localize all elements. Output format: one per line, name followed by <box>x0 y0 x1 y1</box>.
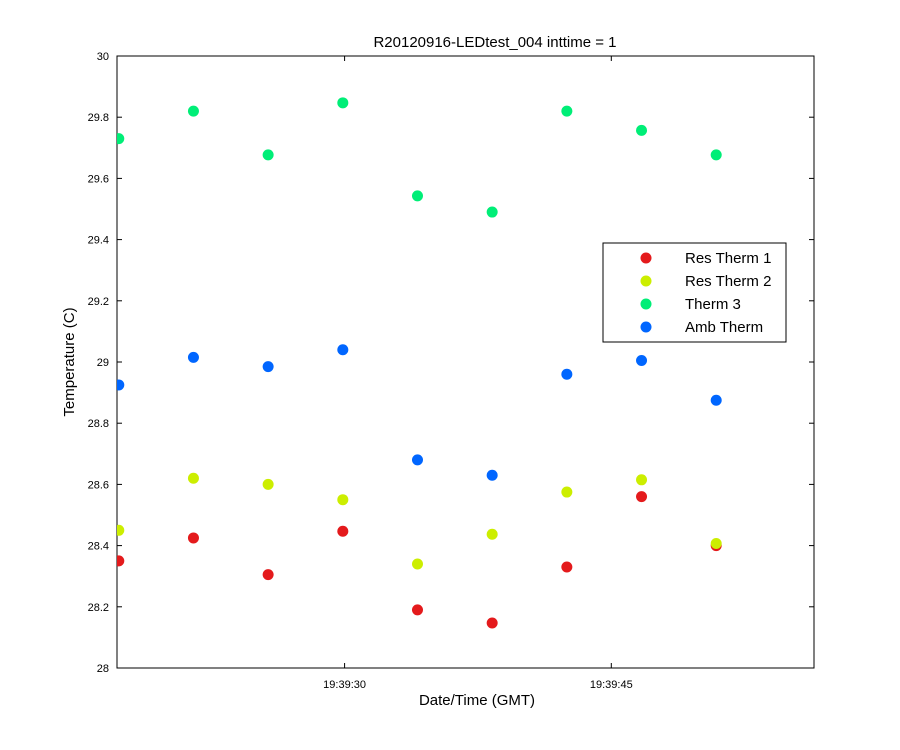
data-point-res-therm-2 <box>636 474 648 486</box>
plot-area <box>116 55 815 669</box>
data-point-res-therm-1 <box>561 561 573 573</box>
legend-label-therm-3: Therm 3 <box>685 296 741 313</box>
data-point-res-therm-2 <box>561 486 573 498</box>
data-point-res-therm-1 <box>337 525 349 537</box>
data-point-amb-therm <box>337 344 349 356</box>
data-point-res-therm-2 <box>187 472 199 484</box>
data-point-res-therm-2 <box>486 528 498 540</box>
y-tick-label: 28.4 <box>88 541 109 553</box>
legend-label-res-therm-2: Res Therm 2 <box>685 273 771 290</box>
data-point-therm-3 <box>561 105 573 117</box>
y-tick-label: 29.8 <box>88 112 109 124</box>
y-tick-label: 28.2 <box>88 602 109 614</box>
data-point-therm-3 <box>262 149 274 161</box>
data-point-amb-therm <box>636 354 648 366</box>
data-point-res-therm-1 <box>187 532 199 544</box>
data-point-therm-3 <box>117 133 125 145</box>
data-point-res-therm-1 <box>117 555 125 567</box>
data-point-res-therm-1 <box>486 617 498 629</box>
data-point-amb-therm <box>486 469 498 481</box>
data-point-amb-therm <box>187 351 199 363</box>
data-point-amb-therm <box>117 379 125 391</box>
data-point-therm-3 <box>636 124 648 136</box>
x-axis-label: Date/Time (GMT) <box>419 692 535 709</box>
y-tick-label: 29 <box>97 357 109 369</box>
data-point-therm-3 <box>187 105 199 117</box>
y-tick-label: 29.6 <box>88 173 109 185</box>
data-point-therm-3 <box>337 97 349 109</box>
data-point-res-therm-2 <box>262 478 274 490</box>
data-point-res-therm-2 <box>411 558 423 570</box>
data-point-res-therm-1 <box>262 569 274 581</box>
y-tick-label: 28.6 <box>88 479 109 491</box>
y-tick-label: 28 <box>97 663 109 675</box>
data-point-therm-3 <box>486 206 498 218</box>
data-point-amb-therm <box>262 361 274 373</box>
legend-box <box>602 242 787 343</box>
data-point-therm-3 <box>411 190 423 202</box>
data-point-res-therm-1 <box>636 491 648 503</box>
chart-title: R20120916-LEDtest_004 inttime = 1 <box>373 34 616 51</box>
axis-ticks: 28 28.2 28.4 28.6 28.8 29 29.2 29.4 29.6 29.8 30 19… <box>88 51 814 691</box>
legend-marker-res-therm-2 <box>640 275 652 287</box>
data-point-res-therm-2 <box>337 494 349 506</box>
data-points <box>117 97 722 629</box>
x-tick-label: 19:39:30 <box>323 679 366 691</box>
legend-label-res-therm-1: Res Therm 1 <box>685 250 771 267</box>
data-point-res-therm-2 <box>710 537 722 549</box>
data-point-res-therm-2 <box>117 524 125 536</box>
x-tick-label: 19:39:45 <box>590 679 633 691</box>
legend: Res Therm 1 Res Therm 2 Therm 3 Amb Ther… <box>602 242 787 343</box>
legend-marker-res-therm-1 <box>640 252 652 264</box>
legend-marker-amb-therm <box>640 321 652 333</box>
y-axis-label: Temperature (C) <box>61 307 78 416</box>
y-tick-label: 29.2 <box>88 296 109 308</box>
y-tick-label: 30 <box>97 51 109 63</box>
legend-marker-therm-3 <box>640 298 652 310</box>
data-point-amb-therm <box>710 394 722 406</box>
y-tick-label: 28.8 <box>88 418 109 430</box>
data-point-amb-therm <box>561 368 573 380</box>
data-point-therm-3 <box>710 149 722 161</box>
y-tick-label: 29.4 <box>88 235 109 247</box>
data-point-res-therm-1 <box>411 604 423 616</box>
legend-label-amb-therm: Amb Therm <box>685 319 763 336</box>
data-point-amb-therm <box>411 454 423 466</box>
